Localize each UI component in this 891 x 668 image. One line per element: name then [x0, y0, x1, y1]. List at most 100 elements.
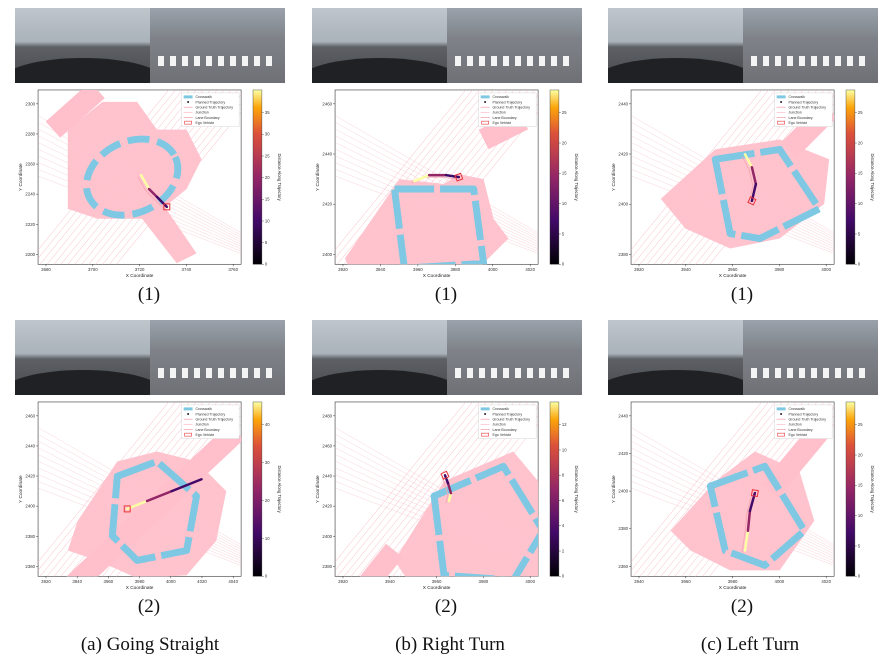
colorbar-tick-label: 25	[265, 153, 270, 158]
crosswalk-stripe	[835, 56, 841, 66]
crosswalk-stripe	[823, 56, 829, 66]
map-layer	[631, 401, 835, 577]
crosswalk-stripe	[206, 368, 212, 378]
legend-label: Planned Trajectory	[789, 100, 819, 104]
ego-vehicle-marker	[750, 489, 759, 498]
crosswalk-stripe	[811, 56, 817, 66]
camera-views	[608, 8, 878, 83]
crosswalk	[706, 462, 808, 569]
y-tick-label: 2380	[25, 534, 35, 539]
planned-trajectory-segment	[746, 509, 752, 532]
x-tick-label: 4000	[821, 267, 831, 272]
lane-boundary	[335, 122, 539, 236]
colorbar-tick-label: 30	[265, 132, 270, 137]
legend-swatch-ego	[481, 432, 489, 437]
planned-trajectory-segment	[170, 477, 203, 493]
lane-boundary	[343, 401, 487, 577]
ego-vehicle-marker	[454, 172, 464, 182]
crosswalk-stripe	[194, 368, 200, 378]
camera-views	[608, 320, 878, 395]
colorbar-tick-label: 15	[858, 171, 863, 176]
crosswalk-stripe	[467, 56, 473, 66]
legend-label: Ground Truth Trajectory	[493, 105, 531, 109]
front-camera-image-zoom	[447, 8, 582, 83]
lane-boundary	[631, 401, 769, 571]
camera-views	[312, 8, 582, 83]
road-segment	[45, 89, 105, 138]
legend-label: Lane Boundary	[789, 116, 813, 120]
x-tick-label: 3940	[376, 267, 386, 272]
x-axis-label: X Coordinate	[126, 273, 154, 279]
crosswalk-stripe	[254, 368, 260, 378]
crosswalk-stripe	[170, 368, 176, 378]
colorbar-tick-label: 0	[562, 574, 565, 579]
lane-boundary	[336, 401, 480, 577]
colorbar-label: Distance Along Trajectory	[574, 466, 579, 514]
colorbar-tick-label: 5	[858, 543, 861, 548]
colorbar-tick-label: 12	[562, 422, 567, 427]
front-camera-image-zoom	[447, 320, 582, 395]
colorbar-tick-label: 25	[562, 110, 567, 115]
legend-swatch-planned	[780, 101, 783, 104]
vehicle-hood	[312, 370, 447, 395]
colorbar-tick-label: 2	[562, 548, 565, 553]
lane-boundary	[335, 128, 539, 238]
front-camera-image	[312, 320, 447, 395]
panel-caption: (2)	[730, 596, 754, 617]
legend-swatch-planned	[187, 101, 190, 104]
crosswalk-stripe	[775, 56, 781, 66]
crosswalk-stripe	[467, 368, 473, 378]
vehicle-hood	[608, 370, 743, 395]
colorbar-tick-label: 5	[858, 231, 861, 236]
crosswalk	[430, 462, 539, 577]
y-tick-label: 2420	[618, 151, 628, 156]
legend-label: Planned Trajectory	[493, 412, 523, 416]
y-tick-label: 2300	[25, 101, 35, 106]
ground-truth-trajectory	[741, 156, 754, 203]
crosswalk-stripe	[751, 56, 757, 66]
junction-area	[344, 174, 509, 265]
crosswalk-stripe	[491, 368, 497, 378]
crosswalk-stripe	[182, 56, 188, 66]
y-axis-label: Y Coordinate	[611, 163, 617, 191]
ego-vehicle-marker	[747, 196, 757, 206]
y-tick-label: 2360	[618, 564, 628, 569]
colorbar	[252, 401, 263, 577]
x-tick-label: 3960	[104, 579, 114, 584]
crosswalk-stripe	[170, 56, 176, 66]
x-tick-label: 3980	[135, 579, 145, 584]
colorbar-tick-label: 30	[265, 460, 270, 465]
x-tick-label: 4000	[488, 267, 498, 272]
x-tick-label: 3960	[413, 267, 423, 272]
legend-label: Lane Boundary	[789, 428, 813, 432]
y-tick-label: 2460	[25, 413, 35, 418]
y-tick-label: 2220	[25, 222, 35, 227]
colorbar-tick-label: 0	[562, 262, 565, 267]
group-caption-right-turn: (b) Right Turn	[395, 634, 505, 655]
front-camera-image	[608, 320, 743, 395]
x-tick-label: 4000	[166, 579, 176, 584]
colorbar-tick-label: 20	[562, 140, 567, 145]
x-tick-label: 3740	[182, 267, 192, 272]
colorbar-tick-label: 15	[265, 197, 270, 202]
vehicle-hood	[15, 58, 150, 83]
planned-trajectory-segment	[446, 481, 453, 495]
x-axis-label: X Coordinate	[719, 585, 747, 591]
legend-box	[181, 404, 240, 439]
crosswalk-stripe	[206, 56, 212, 66]
crosswalk-stripe	[503, 368, 509, 378]
planned-trajectory-segment	[139, 173, 151, 191]
x-tick-label: 3980	[450, 267, 460, 272]
legend-label: Lane Boundary	[196, 116, 220, 120]
crosswalk	[391, 185, 488, 265]
panel-caption: (1)	[137, 284, 161, 305]
legend-label: Ego Vehicle	[789, 121, 808, 125]
crosswalk-stripe	[491, 56, 497, 66]
y-tick-label: 2420	[322, 202, 332, 207]
legend-label: Junction	[789, 111, 802, 115]
legend-swatch-ego	[777, 432, 785, 437]
